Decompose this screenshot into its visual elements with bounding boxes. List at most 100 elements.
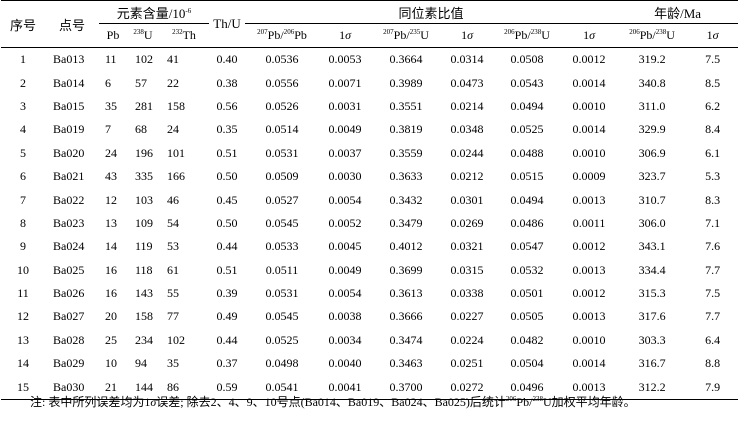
cell-u238: 143 (135, 286, 153, 301)
cell-point: Ba027 (53, 309, 85, 324)
cell-seq: 13 (17, 332, 29, 347)
cell-pb206-u238: 0.0508 (510, 52, 544, 67)
cell-sigma-2: 0.0314 (450, 52, 484, 67)
cell-sigma-2: 0.0338 (450, 286, 484, 301)
cell-pb207-pb206: 0.0541 (245, 375, 320, 400)
cell-pb206-u238: 0.0504 (510, 356, 544, 371)
cell-sigma-age: 7.7 (705, 262, 721, 277)
cell-sigma-2: 0.0227 (450, 309, 484, 324)
cell-seq: 5 (20, 145, 26, 160)
cell-sigma-2: 0.0301 (450, 192, 484, 207)
cell-age: 311.0 (638, 98, 666, 113)
note-suffix: 加权平均年龄。 (551, 395, 636, 409)
cell-sigma-2: 0.0244 (450, 145, 484, 160)
header-thu: Th/U (209, 0, 246, 48)
table-row: 9 Ba024 14 119 53 0.44 0.0533 0.0045 0.4012 0.032… (1, 235, 738, 258)
cell-point: Ba030 (45, 375, 99, 400)
header-element-content: 元素含量/10-6 (99, 0, 210, 24)
header-point: 点号 (45, 0, 99, 48)
cell-age: 316.7 (638, 356, 666, 371)
cell-age: 315.3 (638, 286, 666, 301)
cell-seq: 3 (20, 98, 26, 113)
cell-sigma-3: 0.0014 (572, 75, 606, 90)
cell-sigma-2: 0.0321 (450, 239, 484, 254)
cell-sigma-2: 0.0224 (450, 332, 484, 347)
cell-point: Ba025 (53, 262, 85, 277)
cell-point: Ba029 (53, 356, 85, 371)
cell-sigma-1: 0.0071 (328, 75, 362, 90)
r4-m2: 238 (655, 28, 667, 36)
cell-pb207-u235: 0.3551 (389, 98, 423, 113)
subheader-u238: 238U (127, 23, 159, 48)
table-row: 12 Ba027 20 158 77 0.49 0.0545 0.0038 0.3666 0.02… (1, 305, 738, 328)
cell-point: Ba019 (53, 122, 85, 137)
cell-u238: 68 (135, 122, 147, 137)
cell-u238: 102 (135, 52, 153, 67)
cell-thu: 0.50 (216, 215, 238, 230)
cell-sigma-age: 5.3 (705, 169, 721, 184)
cell-sigma-age: 8.3 (705, 192, 721, 207)
cell-th232: 158 (167, 98, 185, 113)
cell-sigma-3: 0.0013 (572, 309, 606, 324)
header-age: 年龄/Ma (617, 0, 739, 24)
cell-pb207-u235: 0.3479 (389, 215, 423, 230)
cell-u238: 196 (135, 145, 153, 160)
cell-th232: 54 (167, 215, 179, 230)
cell-point: Ba020 (53, 145, 85, 160)
cell-pb207-u235: 0.3989 (389, 75, 423, 90)
table-row: 14 Ba029 10 94 35 0.37 0.0498 0.0040 0.3463 0.025… (1, 352, 738, 375)
cell-age: 303.3 (638, 332, 666, 347)
cell-th232: 102 (167, 332, 185, 347)
sigma-num-1: 1 (339, 28, 346, 42)
r2-e1: Pb (393, 28, 407, 42)
cell-point: Ba013 (53, 52, 85, 67)
note-m1: 206 (505, 395, 517, 403)
subheader-u238-mass: 238 (133, 28, 144, 36)
cell-pb207-u235: 0.4012 (389, 239, 423, 254)
cell-pb: 20 (105, 309, 117, 324)
cell-u238: 94 (135, 356, 147, 371)
cell-pb207-u235: 0.3474 (389, 332, 423, 347)
r2-m1: 207 (383, 28, 394, 36)
cell-sigma-1: 0.0040 (328, 356, 362, 371)
cell-thu: 0.35 (216, 122, 238, 137)
subheader-sigma-4: 1σ (687, 23, 739, 48)
cell-thu: 0.40 (216, 52, 238, 67)
subheader-sigma-2: 1σ (441, 23, 494, 48)
cell-pb: 13 (105, 215, 117, 230)
r4-m1: 206 (629, 28, 640, 36)
subheader-age-pb206-u238: 206Pb/238U (617, 23, 688, 48)
sigma-sym-1: σ (345, 28, 351, 42)
r3-e2: U (541, 28, 550, 42)
table-note: 注: 表中所列误差均为1σ误差; 除去2、4、9、10号点(Ba014、Ba01… (30, 395, 636, 409)
cell-th232: 101 (167, 145, 185, 160)
sigma-sym-4: σ (712, 28, 719, 42)
cell-sigma-age: 6.1 (705, 145, 721, 160)
cell-sigma-1: 0.0049 (328, 122, 362, 137)
cell-pb207-pb206: 0.0514 (265, 122, 299, 137)
cell-age: 329.9 (638, 122, 666, 137)
cell-pb207-u235: 0.3666 (389, 309, 423, 324)
cell-sigma-age: 7.9 (687, 375, 739, 400)
cell-age: 334.4 (638, 262, 666, 277)
cell-th232: 22 (167, 75, 179, 90)
cell-pb207-u235: 0.3613 (389, 286, 423, 301)
cell-age: 340.8 (638, 75, 666, 90)
cell-sigma-3: 0.0010 (572, 332, 606, 347)
r4-e1: Pb (639, 28, 653, 42)
cell-pb207-pb206: 0.0545 (265, 215, 299, 230)
cell-thu: 0.45 (216, 192, 238, 207)
cell-point: Ba028 (53, 332, 85, 347)
cell-sigma-1: 0.0054 (328, 192, 362, 207)
cell-seq: 14 (17, 356, 29, 371)
cell-sigma-age: 7.6 (705, 239, 721, 254)
cell-sigma-2: 0.0251 (450, 356, 484, 371)
cell-th232: 35 (167, 356, 179, 371)
cell-point: Ba024 (53, 239, 85, 254)
cell-seq: 12 (17, 309, 29, 324)
cell-pb206-u238: 0.0532 (510, 262, 544, 277)
r1-e2: Pb (294, 28, 307, 42)
cell-sigma-age: 7.1 (705, 215, 721, 230)
cell-pb207-u235: 0.3700 (371, 375, 442, 400)
r2-e2: U (420, 28, 429, 42)
